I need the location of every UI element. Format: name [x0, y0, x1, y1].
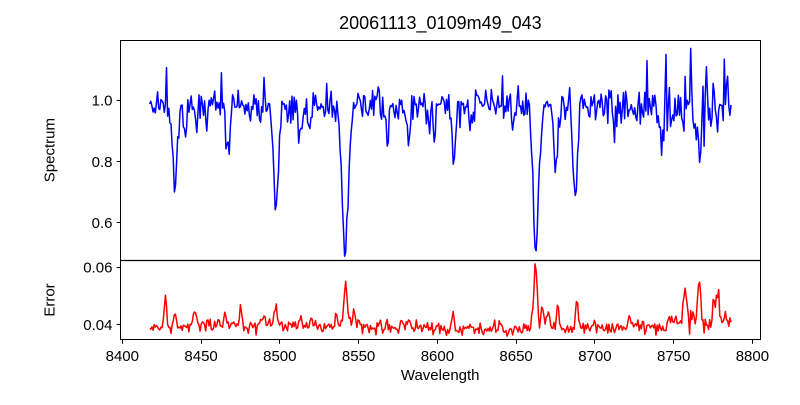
svg-text:1.0: 1.0 — [92, 93, 113, 110]
svg-text:8550: 8550 — [342, 348, 375, 365]
svg-text:0.6: 0.6 — [92, 215, 113, 232]
svg-text:8450: 8450 — [184, 348, 217, 365]
svg-text:Wavelength: Wavelength — [401, 367, 480, 384]
svg-text:Error: Error — [42, 283, 59, 316]
svg-text:20061113_0109m49_043: 20061113_0109m49_043 — [339, 13, 542, 34]
svg-text:8650: 8650 — [499, 348, 532, 365]
svg-text:Spectrum: Spectrum — [42, 118, 59, 182]
svg-text:8800: 8800 — [736, 348, 769, 365]
svg-text:8600: 8600 — [421, 348, 454, 365]
svg-text:8400: 8400 — [106, 348, 139, 365]
svg-text:8700: 8700 — [578, 348, 611, 365]
svg-text:0.8: 0.8 — [92, 154, 113, 171]
svg-text:8750: 8750 — [657, 348, 690, 365]
svg-text:8500: 8500 — [263, 348, 296, 365]
svg-text:0.06: 0.06 — [83, 260, 112, 277]
svg-text:0.04: 0.04 — [83, 317, 112, 334]
